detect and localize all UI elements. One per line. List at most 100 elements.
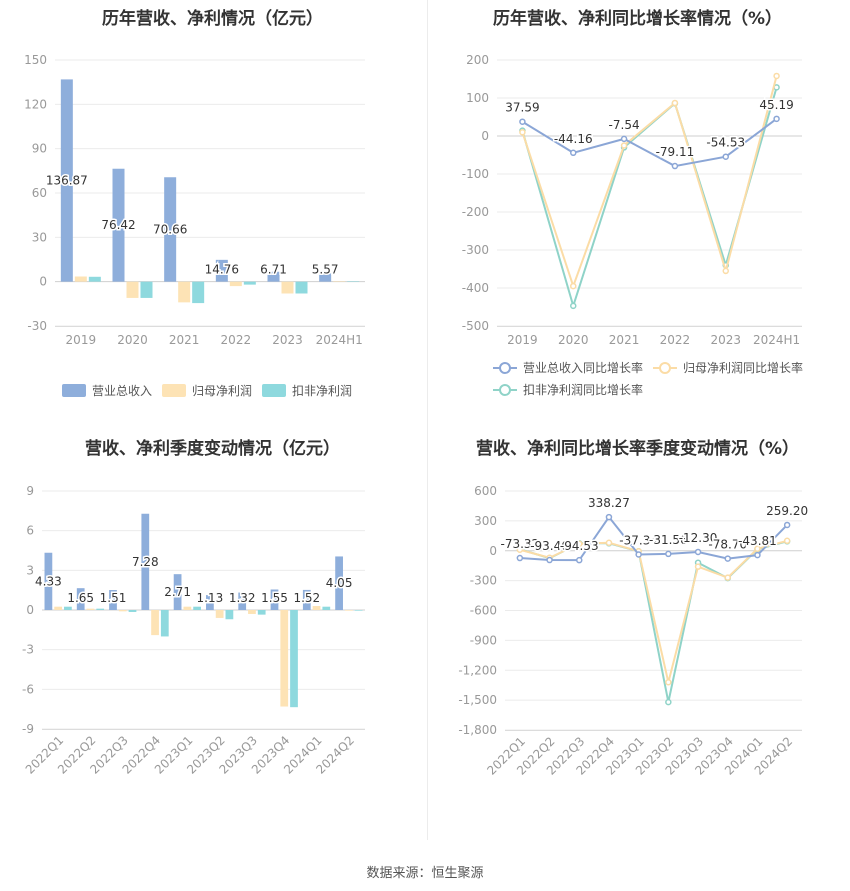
x-tick-label: 2020 (117, 333, 148, 347)
chart-title: 营收、净利季度变动情况（亿元） (85, 439, 340, 459)
bar (64, 606, 72, 610)
data-label: -54.53 (706, 136, 745, 150)
legend-label: 归母净利润同比增长率 (683, 360, 803, 375)
y-tick-label: -100 (462, 167, 489, 181)
legend-marker (499, 384, 511, 396)
y-tick-label: 100 (466, 91, 489, 105)
data-point (570, 282, 577, 290)
data-point (724, 555, 731, 562)
bar (238, 592, 247, 610)
y-tick-label: 90 (32, 142, 47, 156)
y-tick-label: -1,800 (458, 723, 497, 737)
bar (257, 610, 266, 615)
data-point (519, 118, 526, 125)
y-tick-label: 600 (474, 484, 497, 498)
data-point (694, 548, 702, 556)
legend-label: 归母净利润 (192, 384, 252, 398)
bar (243, 281, 256, 285)
quarterly-growth-rate-chart: 营收、净利同比增长率季度变动情况（%） -1,800 -1,500 -1,200 -9… (425, 430, 850, 860)
legend-label: 扣非净利润 (292, 384, 352, 398)
data-point (605, 539, 613, 547)
bar (344, 610, 353, 611)
bar (295, 281, 308, 294)
y-tick-label: -900 (470, 633, 497, 647)
y-tick-label: -400 (462, 281, 489, 295)
bar (322, 606, 331, 610)
chart-canvas: -9-6-303692022Q12022Q22022Q32022Q42023Q1… (22, 484, 365, 777)
data-label: 14.76 (205, 263, 239, 277)
series-line (521, 75, 778, 290)
data-point (665, 550, 672, 558)
data-point (722, 267, 729, 275)
data-point (665, 678, 672, 686)
chart-canvas: -1,800-1,500-1,200-900-600-3000300600202… (458, 484, 809, 778)
bar (173, 574, 182, 610)
y-tick-label: 0 (26, 603, 34, 617)
data-point (722, 153, 729, 160)
data-label: 45.19 (759, 98, 793, 112)
x-tick-label: 2023 (710, 333, 741, 347)
data-label: -44.16 (554, 132, 593, 146)
bar (267, 271, 280, 282)
y-tick-label: 0 (481, 129, 489, 143)
data-point (671, 99, 679, 107)
series-line (519, 539, 788, 683)
y-tick-label: 6 (26, 524, 34, 538)
y-tick-label: 9 (26, 484, 34, 498)
x-tick-label: 2022 (221, 333, 252, 347)
bar (74, 276, 87, 282)
data-point (773, 115, 780, 123)
bar (302, 589, 311, 610)
data-label: 1.32 (229, 591, 256, 605)
data-label: 76.42 (101, 218, 135, 232)
data-label: -7.54 (609, 118, 640, 132)
y-tick-label: -200 (462, 205, 489, 219)
bar (347, 281, 360, 282)
x-tick-label: 2020 (558, 333, 589, 347)
data-label: -78.70 (708, 538, 747, 552)
bar (112, 168, 125, 282)
chart-title: 历年营收、净利同比增长率情况（%） (492, 9, 783, 29)
data-point (773, 72, 780, 80)
data-point (576, 556, 583, 564)
data-point (724, 574, 731, 581)
data-point (754, 551, 761, 559)
y-tick-label: -1,200 (458, 663, 497, 677)
data-label: -73.32 (501, 537, 540, 551)
data-point (694, 563, 702, 570)
data-point (671, 162, 679, 170)
data-point (546, 556, 553, 564)
data-label: 1.51 (100, 591, 127, 605)
bar (290, 610, 298, 708)
x-tick-label: 2023 (272, 333, 303, 347)
bar (225, 610, 234, 620)
data-point (516, 554, 524, 562)
y-tick-label: -500 (462, 319, 489, 333)
legend-swatch (162, 384, 186, 397)
y-tick-label: -3 (22, 643, 34, 657)
legend-label: 营业总收入 (92, 384, 152, 398)
bar (54, 606, 63, 610)
bar (76, 588, 85, 610)
y-tick-label: 0 (39, 275, 47, 289)
series-line (519, 515, 788, 562)
data-label: 338.27 (588, 496, 630, 510)
data-label: 7.28 (132, 555, 159, 569)
data-label: 37.59 (505, 101, 539, 115)
bar (248, 610, 256, 614)
bar (141, 513, 150, 610)
bar (96, 608, 105, 610)
y-tick-label: -6 (22, 682, 34, 696)
bar (128, 610, 137, 612)
chart-title: 历年营收、净利情况（亿元） (102, 9, 323, 29)
data-source-note: 数据来源：恒生聚源 (366, 866, 484, 881)
chart-title: 营收、净利同比增长率季度变动情况（%） (475, 439, 800, 459)
legend-marker (499, 362, 511, 374)
x-tick-label: 2022 (660, 333, 691, 347)
data-label: -79.11 (656, 145, 695, 159)
data-point (754, 545, 761, 553)
series-line (521, 87, 778, 310)
bar (270, 589, 279, 610)
annual-growth-rate-chart: 历年营收、净利同比增长率情况（%） -500 -400 -300 -200 -100 0 1… (425, 0, 850, 430)
y-tick-label: 60 (32, 186, 47, 200)
